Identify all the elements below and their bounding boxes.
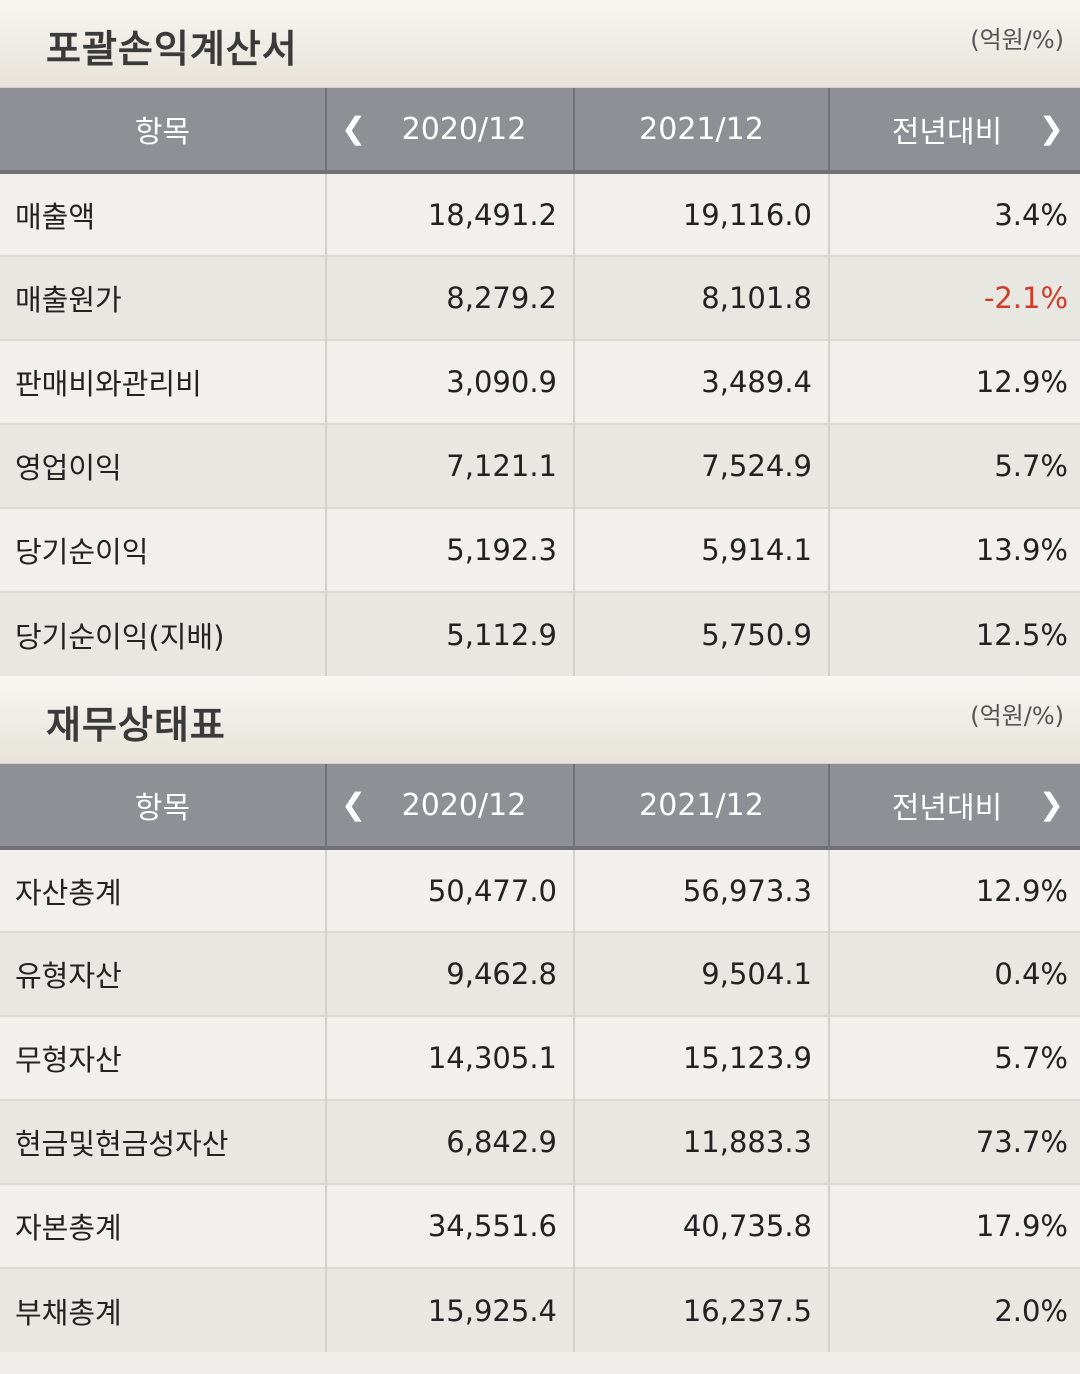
value-2021: 5,750.9 xyxy=(573,591,829,676)
table-row[interactable]: 매출원가 8,279.2 8,101.8 -2.1% xyxy=(0,255,1080,340)
income-header-row: 항목 ❮ 2020/12 2021/12 전년대비 ❯ xyxy=(0,88,1080,174)
table-row[interactable]: 무형자산 14,305.1 15,123.9 5.7% xyxy=(0,1015,1080,1100)
value-2021: 3,489.4 xyxy=(573,339,829,424)
chevron-left-icon[interactable]: ❮ xyxy=(341,787,367,823)
value-2020: 14,305.1 xyxy=(325,1015,574,1100)
value-2021: 40,735.8 xyxy=(573,1183,829,1268)
value-2020: 8,279.2 xyxy=(325,255,574,340)
col-header-yoy: 전년대비 ❯ xyxy=(828,88,1080,174)
table-row[interactable]: 당기순이익 5,192.3 5,914.1 13.9% xyxy=(0,507,1080,592)
balance-rows: 자산총계 50,477.0 56,973.3 12.9% 유형자산 9,462.8 9,50… xyxy=(0,847,1080,1352)
col-header-item: 항목 xyxy=(0,764,326,850)
col-header-yoy: 전년대비 ❯ xyxy=(828,764,1080,850)
value-2021: 56,973.3 xyxy=(573,847,829,932)
value-2020: 9,462.8 xyxy=(325,931,574,1016)
row-label: 현금및현금성자산 xyxy=(0,1099,326,1184)
value-yoy: 2.0% xyxy=(828,1267,1080,1352)
row-label: 당기순이익(지배) xyxy=(0,591,326,676)
row-label: 당기순이익 xyxy=(0,507,326,592)
chevron-right-icon[interactable]: ❯ xyxy=(1038,787,1064,823)
value-yoy: 73.7% xyxy=(828,1099,1080,1184)
row-label: 매출원가 xyxy=(0,255,326,340)
table-row[interactable]: 판매비와관리비 3,090.9 3,489.4 12.9% xyxy=(0,339,1080,424)
col-header-2020: ❮ 2020/12 xyxy=(325,88,574,174)
balance-header-row: 항목 ❮ 2020/12 2021/12 전년대비 ❯ xyxy=(0,764,1080,850)
value-2021: 19,116.0 xyxy=(573,171,829,256)
table-row[interactable]: 매출액 18,491.2 19,116.0 3.4% xyxy=(0,171,1080,256)
value-yoy: 5.7% xyxy=(828,1015,1080,1100)
table-row[interactable]: 현금및현금성자산 6,842.9 11,883.3 73.7% xyxy=(0,1099,1080,1184)
balance-table: 항목 ❮ 2020/12 2021/12 전년대비 ❯ 자산총계 50,477.0… xyxy=(0,764,1080,1352)
value-yoy: 12.9% xyxy=(828,847,1080,932)
value-2021: 15,123.9 xyxy=(573,1015,829,1100)
value-yoy: 17.9% xyxy=(828,1183,1080,1268)
col-header-2021: 2021/12 xyxy=(573,764,829,850)
balance-section-header: 재무상태표 (억원/%) xyxy=(0,676,1080,764)
table-row[interactable]: 부채총계 15,925.4 16,237.5 2.0% xyxy=(0,1267,1080,1352)
row-label: 유형자산 xyxy=(0,931,326,1016)
row-label: 자본총계 xyxy=(0,1183,326,1268)
value-2020: 5,192.3 xyxy=(325,507,574,592)
income-table: 항목 ❮ 2020/12 2021/12 전년대비 ❯ 매출액 18,491.2 1… xyxy=(0,88,1080,676)
balance-unit-label: (억원/%) xyxy=(970,702,1064,730)
col-header-item: 항목 xyxy=(0,88,326,174)
value-2021: 9,504.1 xyxy=(573,931,829,1016)
value-2021: 8,101.8 xyxy=(573,255,829,340)
income-section-title: 포괄손익계산서 xyxy=(46,27,298,71)
table-row[interactable]: 자산총계 50,477.0 56,973.3 12.9% xyxy=(0,847,1080,932)
chevron-left-icon[interactable]: ❮ xyxy=(341,111,367,147)
value-yoy: 5.7% xyxy=(828,423,1080,508)
value-2020: 6,842.9 xyxy=(325,1099,574,1184)
row-label: 무형자산 xyxy=(0,1015,326,1100)
table-row[interactable]: 당기순이익(지배) 5,112.9 5,750.9 12.5% xyxy=(0,591,1080,676)
value-2020: 7,121.1 xyxy=(325,423,574,508)
value-yoy: 3.4% xyxy=(828,171,1080,256)
value-2020: 50,477.0 xyxy=(325,847,574,932)
value-2020: 18,491.2 xyxy=(325,171,574,256)
value-2021: 11,883.3 xyxy=(573,1099,829,1184)
row-label: 판매비와관리비 xyxy=(0,339,326,424)
chevron-right-icon[interactable]: ❯ xyxy=(1038,111,1064,147)
value-yoy: 12.9% xyxy=(828,339,1080,424)
value-2021: 16,237.5 xyxy=(573,1267,829,1352)
table-row[interactable]: 영업이익 7,121.1 7,524.9 5.7% xyxy=(0,423,1080,508)
value-2020: 15,925.4 xyxy=(325,1267,574,1352)
value-2020: 34,551.6 xyxy=(325,1183,574,1268)
col-header-2021: 2021/12 xyxy=(573,88,829,174)
table-row[interactable]: 유형자산 9,462.8 9,504.1 0.4% xyxy=(0,931,1080,1016)
table-row[interactable]: 자본총계 34,551.6 40,735.8 17.9% xyxy=(0,1183,1080,1268)
value-yoy: -2.1% xyxy=(828,255,1080,340)
income-section-header: 포괄손익계산서 (억원/%) xyxy=(0,0,1080,88)
balance-section-title: 재무상태표 xyxy=(46,703,226,747)
value-yoy: 0.4% xyxy=(828,931,1080,1016)
income-rows: 매출액 18,491.2 19,116.0 3.4% 매출원가 8,279.2 8,101.… xyxy=(0,171,1080,676)
row-label: 자산총계 xyxy=(0,847,326,932)
col-header-2020: ❮ 2020/12 xyxy=(325,764,574,850)
row-label: 영업이익 xyxy=(0,423,326,508)
value-yoy: 12.5% xyxy=(828,591,1080,676)
value-2021: 5,914.1 xyxy=(573,507,829,592)
row-label: 매출액 xyxy=(0,171,326,256)
value-yoy: 13.9% xyxy=(828,507,1080,592)
value-2020: 3,090.9 xyxy=(325,339,574,424)
value-2020: 5,112.9 xyxy=(325,591,574,676)
row-label: 부채총계 xyxy=(0,1267,326,1352)
value-2021: 7,524.9 xyxy=(573,423,829,508)
income-unit-label: (억원/%) xyxy=(970,26,1064,54)
